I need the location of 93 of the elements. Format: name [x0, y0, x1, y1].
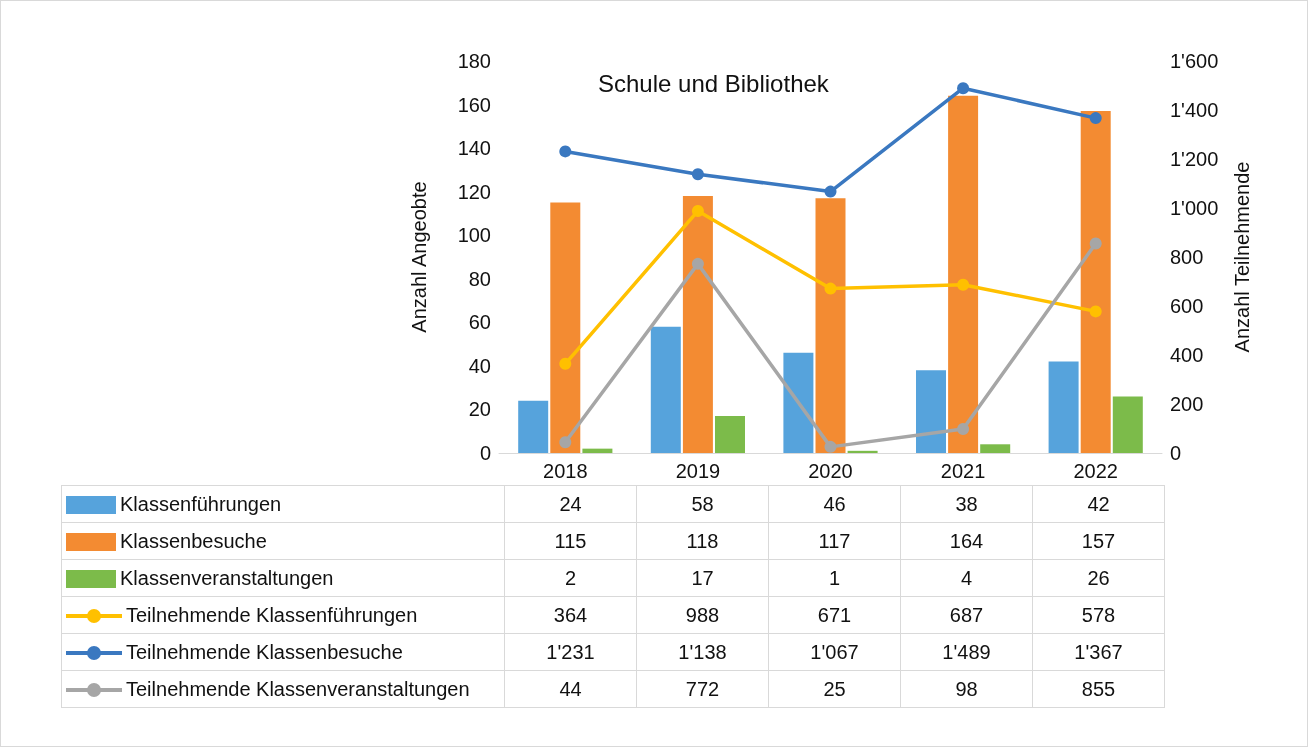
y-tick-label: 80 [468, 267, 491, 290]
point [957, 422, 970, 435]
data-label: 1'231 [504, 633, 637, 671]
x-tick-label: 2022 [1073, 460, 1118, 482]
y2-tick-label: 800 [1170, 246, 1204, 268]
bar [582, 448, 613, 453]
data-label: 17 [636, 559, 769, 597]
data-label: 687 [900, 596, 1033, 634]
point [691, 257, 704, 270]
point [691, 168, 704, 181]
data-label: 118 [636, 522, 769, 560]
point [1089, 305, 1102, 318]
data-label: 671 [768, 596, 901, 634]
data-label: 1 [768, 559, 901, 597]
bar [815, 198, 846, 453]
point [559, 436, 572, 449]
legend-label: Klassenführungen [120, 492, 282, 515]
data-label: 157 [1032, 522, 1165, 560]
data-label: 24 [504, 485, 637, 523]
data-label: 164 [900, 522, 1033, 560]
data-label: 4 [900, 559, 1033, 597]
y-tick-label: 180 [457, 50, 491, 72]
y2-tick-label: 400 [1170, 344, 1204, 366]
data-label: 58 [636, 485, 769, 523]
point [824, 185, 837, 198]
data-label: 1'367 [1032, 633, 1165, 671]
bar [550, 202, 581, 453]
data-label: 1'067 [768, 633, 901, 671]
y2-tick-label: 600 [1170, 295, 1204, 317]
point [559, 357, 572, 370]
bar [1048, 361, 1079, 453]
data-label: 115 [504, 522, 637, 560]
x-tick-label: 2021 [940, 460, 986, 482]
bar [650, 326, 681, 453]
legend-label: Teilnehmende Klassenbesuche [126, 640, 403, 663]
point [957, 278, 970, 291]
y2-tick-label: 1'600 [1170, 50, 1219, 72]
y2-axis-title: Anzahl Teilnehmende [1231, 161, 1253, 353]
y-tick-label: 160 [457, 93, 491, 116]
y2-tick-label: 1'200 [1170, 148, 1219, 170]
bar [1112, 396, 1143, 453]
point [691, 204, 704, 217]
y2-tick-label: 1'000 [1170, 197, 1219, 219]
data-label: 578 [1032, 596, 1165, 634]
bar [518, 400, 549, 453]
data-label: 26 [1032, 559, 1165, 597]
y-tick-label: 120 [457, 180, 491, 203]
legend-label: Teilnehmende Klassenveranstaltungen [126, 677, 470, 700]
data-label: 2 [504, 559, 637, 597]
bar [783, 352, 814, 453]
point [824, 440, 837, 453]
x-tick-label: 2019 [675, 460, 721, 482]
legend-label: Klassenveranstaltungen [120, 566, 334, 589]
point [1089, 237, 1102, 250]
y-tick-label: 0 [479, 442, 491, 464]
data-label: 42 [1032, 485, 1165, 523]
bar [847, 450, 878, 453]
data-label: 117 [768, 522, 901, 560]
data-label: 25 [768, 670, 901, 708]
legend-label: Klassenbesuche [120, 529, 267, 552]
bar [916, 370, 946, 453]
data-label: 988 [636, 596, 769, 634]
data-label: 855 [1032, 670, 1165, 708]
x-tick-label: 2018 [543, 460, 588, 482]
y-tick-label: 140 [457, 137, 491, 160]
bar [980, 444, 1011, 453]
bar [682, 196, 713, 453]
point [559, 145, 572, 158]
point [957, 82, 970, 95]
data-label: 364 [504, 596, 637, 634]
data-label: 1'138 [636, 633, 769, 671]
data-label: 38 [900, 485, 1033, 523]
legend-label: Teilnehmende Klassenführungen [126, 603, 418, 626]
bar [715, 415, 745, 453]
y-axis-title: Anzahl Angeobte [408, 181, 430, 333]
y-tick-label: 60 [468, 311, 491, 334]
y2-tick-label: 200 [1170, 393, 1204, 415]
chart-title: Schule und Bibliothek [598, 69, 830, 97]
y-tick-label: 100 [457, 224, 491, 247]
y-tick-label: 40 [468, 354, 491, 377]
bar [948, 95, 979, 453]
data-label: 44 [504, 670, 637, 708]
point [1089, 112, 1102, 125]
y-tick-label: 20 [468, 398, 491, 421]
data-label: 772 [636, 670, 769, 708]
data-label: 98 [900, 670, 1033, 708]
data-label: 1'489 [900, 633, 1033, 671]
x-tick-label: 2020 [808, 460, 853, 482]
bar [1080, 111, 1111, 453]
point [824, 282, 837, 295]
data-label: 46 [768, 485, 901, 523]
y2-tick-label: 0 [1170, 442, 1182, 464]
y2-tick-label: 1'400 [1170, 99, 1219, 121]
